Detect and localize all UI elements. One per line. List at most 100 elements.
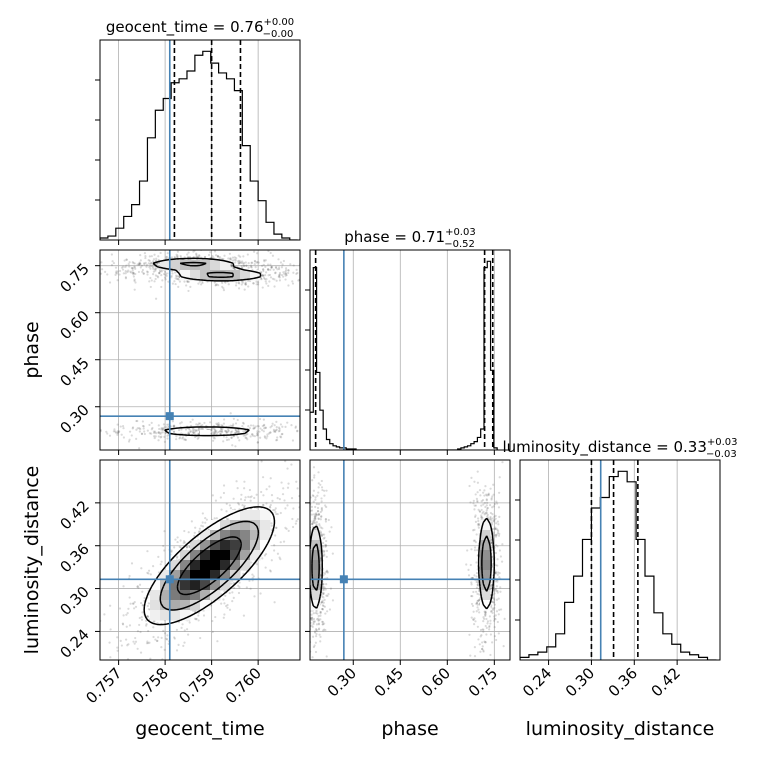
sample-point xyxy=(261,274,265,277)
density-cell xyxy=(170,600,181,611)
density-cell xyxy=(310,550,321,561)
density-cell xyxy=(180,590,191,601)
sample-point xyxy=(240,283,243,286)
sample-point xyxy=(139,259,142,262)
sample-point xyxy=(476,549,479,552)
density-cell xyxy=(240,510,251,521)
sample-point xyxy=(216,423,219,426)
sample-point xyxy=(475,561,478,564)
sample-point xyxy=(276,436,279,439)
sample-point xyxy=(175,277,179,281)
sample-point xyxy=(307,560,309,562)
sample-point xyxy=(201,521,204,524)
sample-point xyxy=(284,278,287,281)
sample-point xyxy=(495,610,499,613)
sample-point xyxy=(323,554,326,557)
sample-point xyxy=(478,598,481,602)
sample-point xyxy=(304,596,306,598)
sample-point xyxy=(475,497,479,500)
sample-point xyxy=(303,559,305,561)
sample-point xyxy=(494,551,498,555)
panel-title-luminosity_distance: luminosity_distance = 0.33+0.03 −0.03 xyxy=(502,437,737,460)
sample-point xyxy=(253,426,256,430)
sample-point xyxy=(164,273,167,276)
sample-point xyxy=(124,638,128,641)
sample-point xyxy=(269,503,272,507)
sample-point xyxy=(237,254,240,257)
sample-point xyxy=(488,626,491,629)
sample-point xyxy=(472,590,475,594)
sample-point xyxy=(321,595,324,598)
sample-point xyxy=(485,499,488,502)
sample-point xyxy=(130,434,133,437)
sample-point xyxy=(321,620,324,624)
sample-point xyxy=(503,617,506,620)
sample-point xyxy=(483,501,487,505)
panel-frame xyxy=(519,459,721,661)
sample-point xyxy=(318,687,320,689)
title-lower-error: −0.52 xyxy=(444,239,475,250)
sample-point xyxy=(294,426,297,429)
sample-point xyxy=(122,436,126,439)
sample-point xyxy=(114,273,117,276)
sample-point xyxy=(487,493,490,496)
sample-point xyxy=(306,541,308,543)
sample-point xyxy=(186,255,190,259)
density-cell xyxy=(220,570,231,581)
sample-point xyxy=(131,271,135,274)
sample-point xyxy=(195,429,198,433)
sample-point xyxy=(207,253,211,257)
sample-point xyxy=(162,427,165,430)
sample-point xyxy=(135,428,138,431)
sample-point xyxy=(172,430,176,433)
sample-point xyxy=(177,277,180,280)
sample-point xyxy=(482,503,485,506)
sample-point xyxy=(227,429,230,432)
sample-point xyxy=(58,262,60,264)
sample-point xyxy=(279,511,282,515)
sample-point xyxy=(237,259,241,262)
density-cell xyxy=(220,260,231,271)
sample-point xyxy=(489,610,493,613)
sample-point xyxy=(321,629,325,632)
sample-point xyxy=(486,622,489,625)
sample-point xyxy=(490,521,494,524)
sample-point xyxy=(492,600,495,604)
sample-point xyxy=(109,604,112,607)
sample-point xyxy=(279,435,282,438)
sample-point xyxy=(306,633,308,635)
sample-point xyxy=(496,564,499,567)
sample-point xyxy=(489,619,492,622)
sample-point xyxy=(196,423,199,426)
sample-point xyxy=(481,516,484,520)
sample-point xyxy=(185,546,189,549)
sample-point xyxy=(152,258,156,261)
sample-point xyxy=(184,438,187,441)
sample-point xyxy=(486,515,489,518)
sample-point xyxy=(158,271,161,275)
sample-point xyxy=(153,431,156,435)
sample-point xyxy=(138,616,141,620)
sample-point xyxy=(231,591,234,594)
sample-point xyxy=(477,589,481,593)
sample-point xyxy=(314,515,317,518)
sample-point xyxy=(269,276,273,279)
density-cell xyxy=(240,530,251,541)
sample-point xyxy=(496,573,499,576)
sample-point xyxy=(214,615,217,619)
sample-point xyxy=(187,432,190,435)
sample-point xyxy=(488,628,491,631)
sample-point xyxy=(146,615,149,618)
density-geocent_time-phase xyxy=(58,250,300,450)
sample-point xyxy=(232,596,235,599)
density-cell xyxy=(310,580,321,591)
sample-point xyxy=(496,531,500,535)
sample-point xyxy=(302,497,304,499)
sample-point xyxy=(95,430,97,432)
sample-point xyxy=(473,574,476,577)
sample-point xyxy=(319,610,322,614)
sample-point xyxy=(166,423,169,426)
sample-point xyxy=(142,427,145,430)
sample-point xyxy=(129,602,132,605)
sample-point xyxy=(470,476,473,480)
